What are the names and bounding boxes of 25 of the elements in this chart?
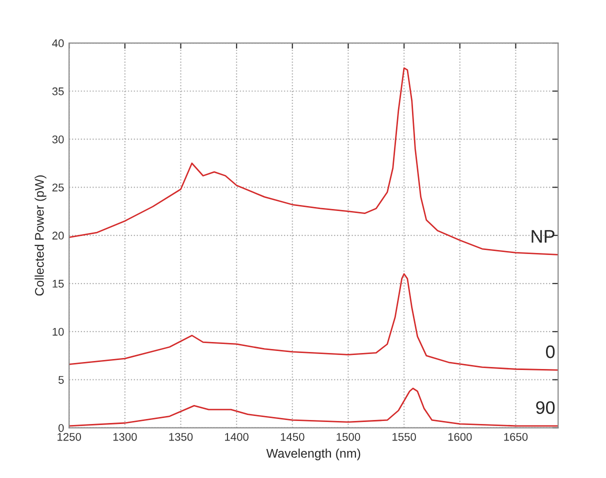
series-label: 0 [546,345,555,358]
x-tick-label: 1550 [392,432,416,441]
x-tick-label: 1450 [280,432,304,441]
series-label: NP [532,230,554,243]
y-tick-label: 15 [52,280,64,288]
y-axis-title: Collected Power (pW) [34,175,46,296]
x-tick-label: 1350 [169,432,193,441]
line-series [69,67,558,256]
x-tick-label: 1650 [504,432,528,441]
x-axis-title: Wavelength (nm) [266,448,360,460]
y-tick-label: 0 [58,424,64,432]
x-tick-label: 1500 [336,432,360,441]
y-tick-label: 40 [52,39,64,48]
x-tick-label: 1400 [225,432,248,441]
line-series [69,273,558,371]
y-tick-label: 20 [52,232,64,240]
y-tick-label: 30 [52,135,64,144]
series-label: 90 [536,401,555,414]
x-tick-label: 1300 [113,432,137,441]
y-tick-label: 25 [52,184,64,192]
y-tick-label: 10 [52,328,64,336]
x-tick-label: 1250 [58,432,82,441]
y-tick-label: 35 [52,87,64,96]
x-tick-label: 1600 [448,432,472,441]
y-tick-label: 5 [58,376,64,384]
